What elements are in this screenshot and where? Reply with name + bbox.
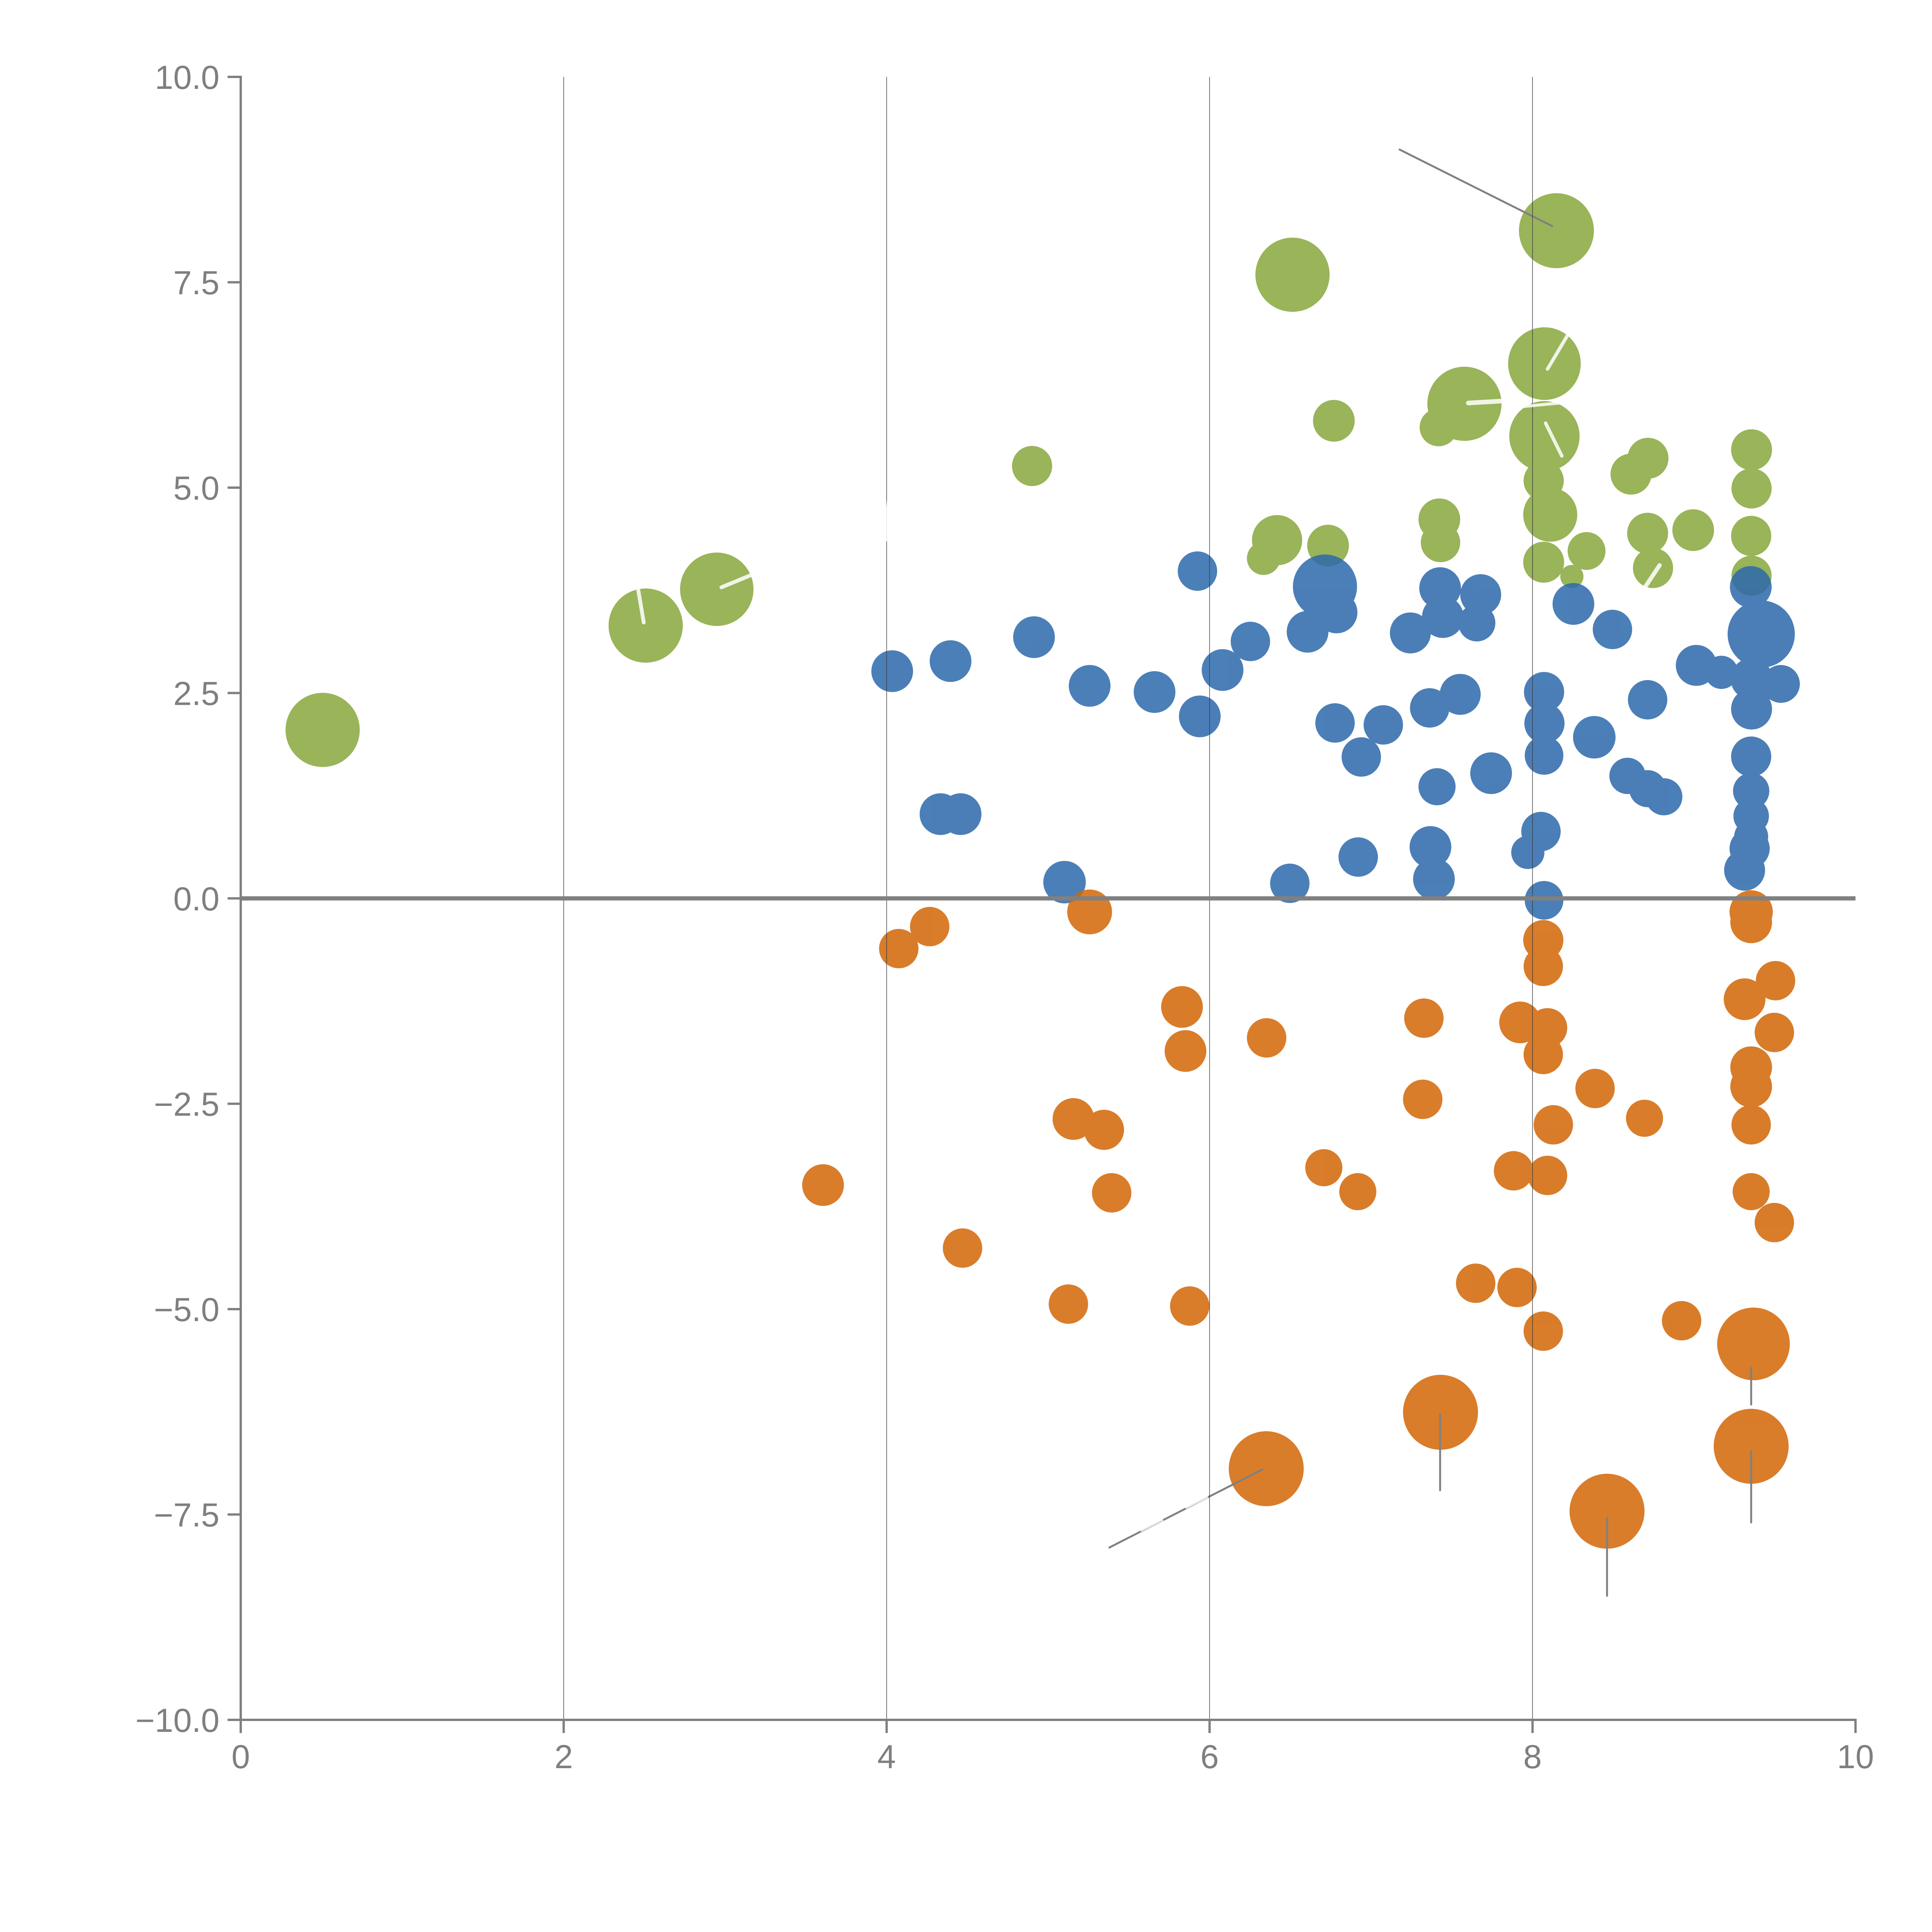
svg-text:−10.0: −10.0 — [135, 1702, 219, 1739]
svg-text:5.0: 5.0 — [173, 470, 219, 507]
svg-text:7.5: 7.5 — [173, 265, 219, 302]
svg-text:−2.5: −2.5 — [154, 1086, 219, 1123]
svg-text:8: 8 — [1523, 1738, 1542, 1776]
svg-text:10: 10 — [1837, 1738, 1874, 1776]
svg-text:−7.5: −7.5 — [154, 1497, 219, 1534]
svg-text:4: 4 — [878, 1738, 896, 1776]
svg-text:0: 0 — [231, 1738, 250, 1776]
svg-text:−5.0: −5.0 — [154, 1291, 219, 1328]
svg-text:6: 6 — [1200, 1738, 1219, 1776]
svg-text:2: 2 — [554, 1738, 573, 1776]
svg-text:2.5: 2.5 — [173, 675, 219, 713]
svg-text:10.0: 10.0 — [155, 59, 219, 96]
svg-text:0.0: 0.0 — [173, 881, 219, 918]
